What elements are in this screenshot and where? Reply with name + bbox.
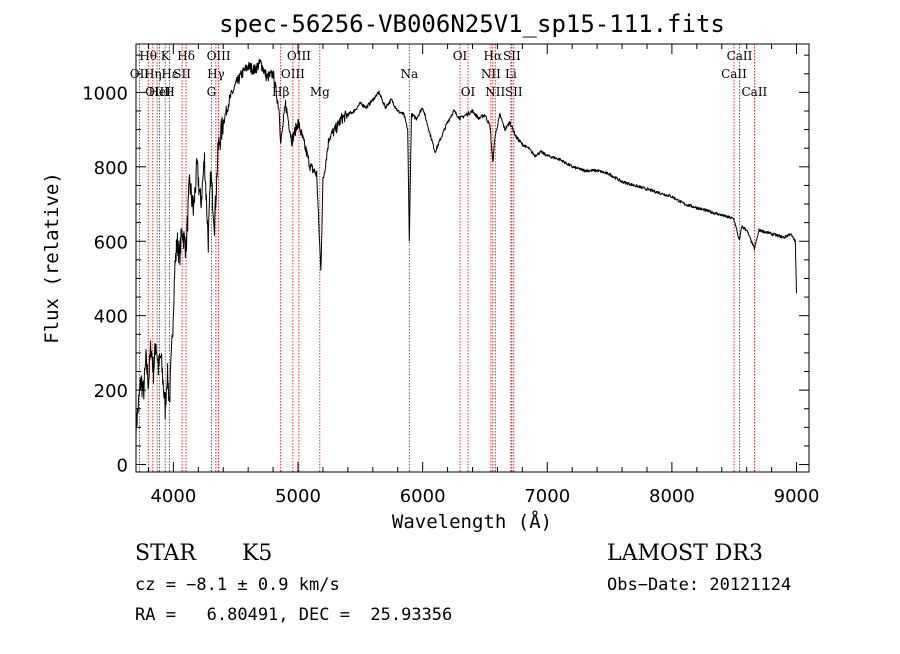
line-annotation-label: CaII <box>721 67 747 81</box>
spectrum-line <box>135 58 797 441</box>
line-annotation-label: CaII <box>741 85 767 99</box>
y-axis-label: Flux (relative) <box>41 172 63 344</box>
line-annotation-label: SII <box>505 85 523 99</box>
line-annotation-label: K <box>161 49 171 63</box>
line-annotation-label: OIII <box>145 85 169 99</box>
line-annotation-label: G <box>207 85 217 99</box>
y-tick-label: 200 <box>94 381 128 402</box>
survey-name: LAMOST DR3 <box>607 541 763 566</box>
line-annotation-label: Hε <box>161 67 178 81</box>
line-annotation-label: CaII <box>727 49 753 63</box>
spectrum-series <box>135 58 797 441</box>
line-annotation-label: NII <box>485 85 505 99</box>
y-tick-label: 800 <box>94 158 128 179</box>
line-annotation-label: OIII <box>287 49 311 63</box>
redshift-cz: cz = −8.1 ± 0.9 km/s <box>135 575 340 595</box>
object-subclass: K5 <box>242 541 272 566</box>
line-annotation-label: OIII <box>207 49 231 63</box>
line-annotation-label: Hγ <box>207 67 225 81</box>
plot-frame <box>135 43 810 473</box>
line-annotation-label: Hη <box>144 67 162 81</box>
line-annotation-label: Hβ <box>272 85 289 99</box>
coordinates: RA = 6.80491, DEC = 25.93356 <box>135 605 452 625</box>
line-annotation-label: SII <box>503 49 521 63</box>
y-tick-label: 400 <box>94 307 128 328</box>
line-annotation-label: SII <box>173 67 191 81</box>
line-markers <box>138 44 755 472</box>
y-tick-label: 0 <box>117 456 128 477</box>
line-annotation-label: Hδ <box>177 49 195 63</box>
line-annotation-label: OIII <box>281 67 305 81</box>
line-annotation-label: OI <box>461 85 476 99</box>
axis-ticks: 4000 5000 6000 7000 8000 9000 0 200 400 600 800 100… <box>82 44 819 507</box>
x-tick-label: 6000 <box>400 486 446 507</box>
line-annotation-label: Hα <box>484 49 503 63</box>
x-tick-label: 8000 <box>649 486 695 507</box>
y-tick-label: 1000 <box>82 83 128 104</box>
line-annotation-label: OI <box>453 49 468 63</box>
obs-date: Obs−Date: 20121124 <box>607 575 791 595</box>
line-annotation-label: Na <box>400 67 418 81</box>
x-tick-label: 7000 <box>524 486 570 507</box>
x-tick-label: 5000 <box>275 486 321 507</box>
line-annotation-label: H <box>164 85 174 99</box>
line-annotation-label: Hθ <box>139 49 157 63</box>
line-annotation-label: HeI <box>148 85 171 99</box>
object-class: STAR <box>135 541 197 566</box>
line-annotation-label: OII <box>130 67 150 81</box>
x-tick-label: 4000 <box>150 486 196 507</box>
x-tick-label: 9000 <box>774 486 820 507</box>
chart-title: spec-56256-VB006N25V1_sp15-111.fits <box>219 10 725 38</box>
line-annotation-label: Li <box>505 67 517 81</box>
y-tick-label: 600 <box>94 232 128 253</box>
line-annotation-label: Mg <box>310 85 330 99</box>
x-axis-label: Wavelength (Å) <box>392 510 552 533</box>
line-annotation-label: NII <box>481 67 501 81</box>
